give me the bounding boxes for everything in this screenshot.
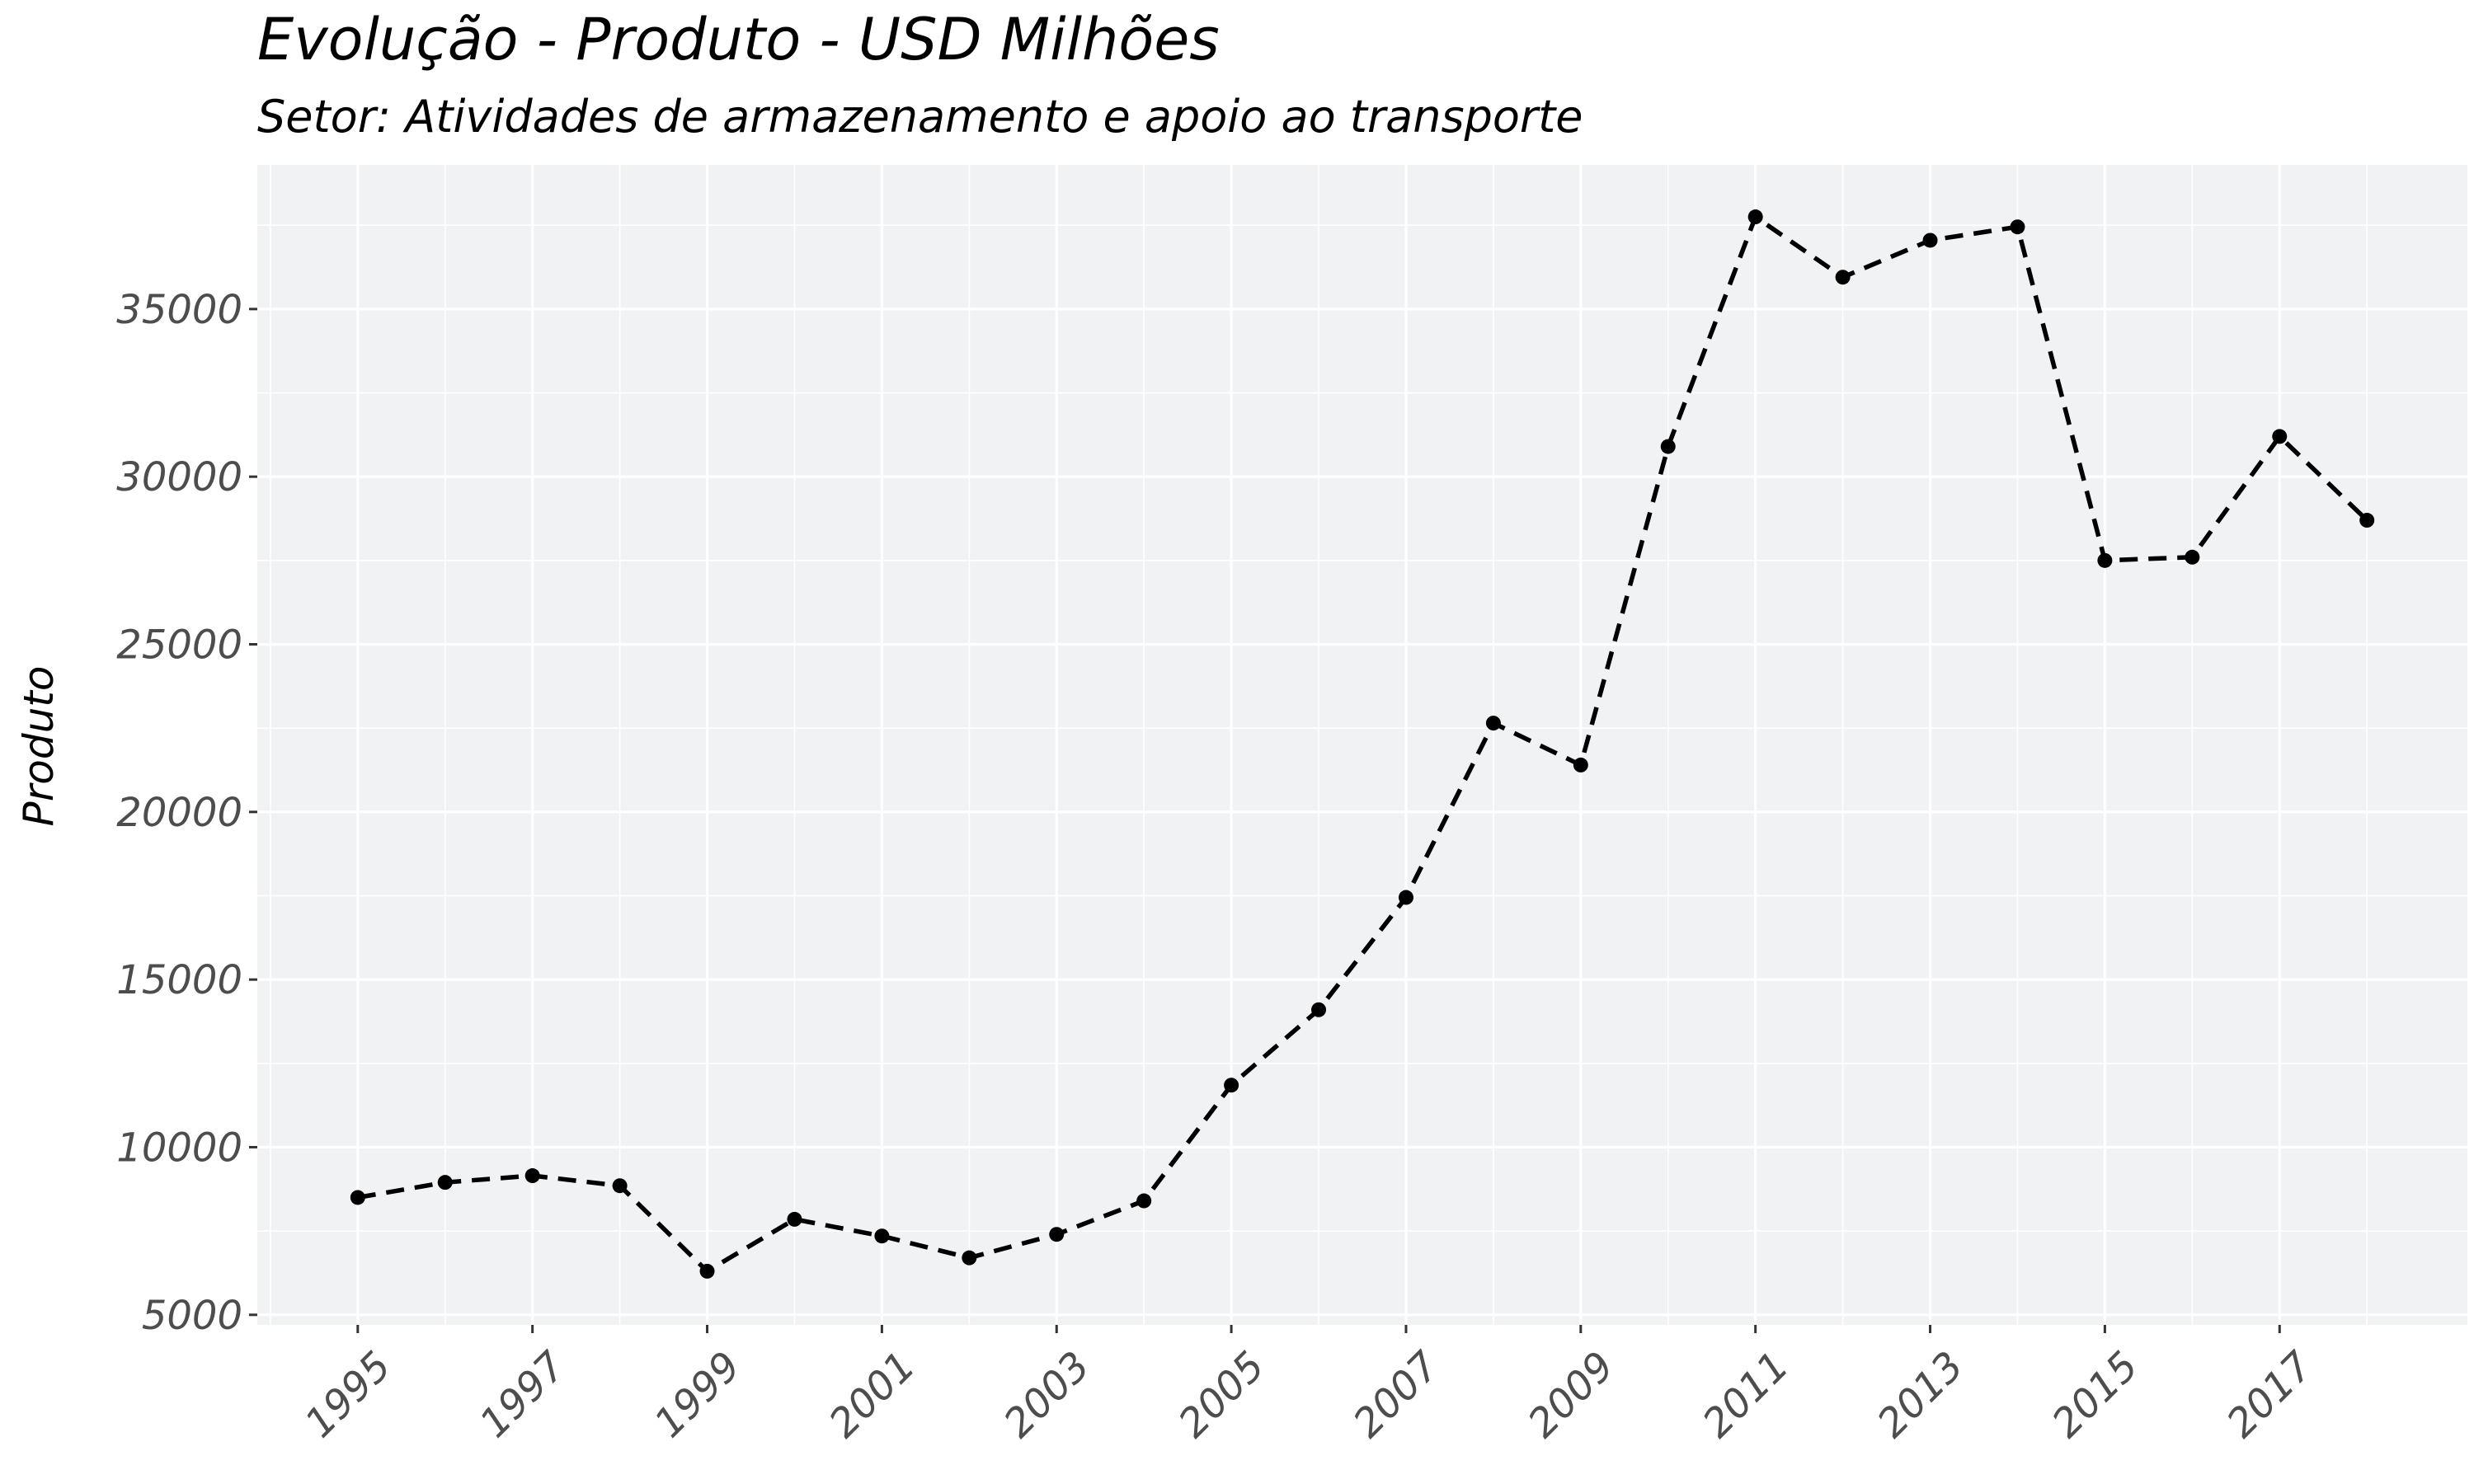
- y-tick-label: 15000: [116, 957, 242, 1003]
- data-point: [699, 1263, 715, 1279]
- x-tick-label: 2007: [1344, 1342, 1448, 1446]
- x-tick-label: 2009: [1519, 1343, 1623, 1447]
- data-point: [1573, 757, 1588, 773]
- data-point: [1311, 1002, 1327, 1017]
- data-point: [2010, 219, 2025, 235]
- data-point: [1835, 270, 1851, 285]
- data-point: [437, 1175, 453, 1190]
- x-tick-label: 2005: [1170, 1343, 1274, 1447]
- y-tick-label: 30000: [116, 454, 242, 500]
- data-point: [2272, 429, 2288, 444]
- data-point: [787, 1211, 802, 1227]
- y-axis-title: Produto: [15, 666, 63, 827]
- data-point: [350, 1190, 365, 1205]
- y-tick-label: 5000: [142, 1293, 242, 1339]
- x-tick-label: 2015: [2044, 1343, 2147, 1447]
- data-point: [1922, 232, 1938, 248]
- data-point: [874, 1228, 890, 1244]
- y-axis-tick-labels: 5000 10000 15000 20000 25000 30000 35000: [116, 287, 242, 1339]
- data-point: [1136, 1193, 1152, 1209]
- data-point: [2359, 513, 2375, 528]
- data-point: [1747, 209, 1763, 225]
- x-tick-label: 1999: [646, 1343, 750, 1447]
- data-point: [1049, 1227, 1065, 1242]
- data-point: [1485, 716, 1501, 731]
- data-point: [2185, 549, 2200, 565]
- x-tick-label: 2017: [2218, 1342, 2322, 1446]
- series-line: [357, 214, 2369, 1274]
- x-tick-label: 2013: [1869, 1343, 1973, 1447]
- data-point: [1660, 439, 1676, 454]
- data-point: [1398, 890, 1413, 905]
- data-point: [524, 1168, 540, 1184]
- data-point: [2097, 552, 2113, 568]
- x-tick-label: 2001: [821, 1343, 924, 1447]
- plot-panel: [257, 165, 2467, 1325]
- series-layer: [350, 209, 2375, 1279]
- y-tick-label: 10000: [116, 1125, 242, 1171]
- x-tick-label: 1997: [471, 1342, 575, 1446]
- x-tick-label: 1995: [296, 1343, 400, 1447]
- x-tick-label: 2011: [1694, 1343, 1798, 1447]
- y-tick-label: 20000: [116, 790, 242, 836]
- chart-title: Evolução - Produto - USD Milhões: [257, 6, 1220, 73]
- x-tick-label: 2003: [995, 1343, 1099, 1447]
- data-point: [612, 1178, 628, 1194]
- data-point: [1224, 1078, 1239, 1093]
- grid-major: [257, 165, 2467, 1325]
- chart-subtitle: Setor: Atividades de armazenamento e apo…: [257, 91, 1583, 143]
- grid-minor: [257, 165, 2467, 1325]
- y-tick-label: 35000: [116, 287, 242, 333]
- axis-ticks: [249, 308, 2281, 1333]
- data-point: [962, 1250, 977, 1266]
- y-tick-label: 25000: [116, 622, 242, 669]
- x-axis-tick-labels: 1995 1997 1999 2001 2003 2005 2007 2009 2011 2013…: [296, 1342, 2322, 1446]
